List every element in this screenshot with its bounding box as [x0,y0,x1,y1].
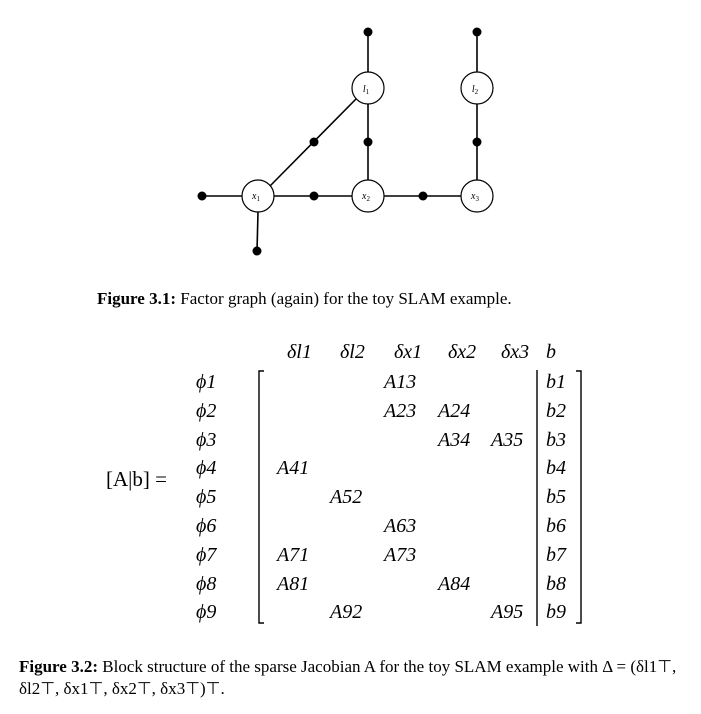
rhs-entry: b1 [546,371,566,393]
node-label-x3: x3 [470,191,479,203]
row-label: ϕ9 [196,601,217,624]
variable-node-x1 [241,179,275,213]
node-label-l2: l2 [472,84,479,96]
rhs-entry: b7 [546,543,566,566]
column-header: δx2 [448,341,477,363]
matrix-block: A81 [277,572,310,595]
matrix-block: A24 [438,399,471,422]
factor-dot [363,27,373,37]
factor-dot [418,191,428,201]
row-label: ϕ3 [196,428,217,451]
caption-label: Figure 3.2: [19,657,99,676]
row-label: ϕ5 [196,486,217,509]
matrix-block: A73 [384,543,417,566]
figure-3-2-caption: Figure 3.2: Block structure of the spars… [19,656,691,700]
figure-3-1-caption: Figure 3.1: Factor graph (again) for the… [97,288,512,310]
row-label: ϕ4 [196,457,217,480]
right-bracket [576,370,582,624]
matrix-block: A35 [491,428,524,451]
node-label-l1: l1 [363,84,370,96]
factor-dot [472,27,482,37]
rhs-entry: b5 [546,486,566,509]
matrix-block: A34 [438,428,471,451]
node-label-x2: x2 [361,191,370,203]
matrix-block: A71 [277,543,310,566]
factor-dot [472,137,482,147]
row-label: ϕ2 [196,399,217,422]
rhs-entry: b2 [546,399,566,422]
matrix-block: A92 [330,601,363,624]
variable-node-l2 [460,71,494,105]
caption-label: Figure 3.1: [97,289,177,308]
left-bracket [258,370,264,624]
caption-text: Block structure of the sparse Jacobian A… [19,657,677,698]
factor-dot [363,137,373,147]
matrix-block: A63 [384,515,417,537]
column-header: δx1 [394,341,423,363]
row-label: ϕ8 [196,572,217,595]
variable-node-l1 [351,71,385,105]
row-label: ϕ1 [196,371,217,393]
caption-text: Factor graph (again) for the toy SLAM ex… [176,289,512,308]
column-header: δl1 [287,341,312,363]
matrix-block: A52 [330,486,363,509]
rhs-entry: b6 [546,515,566,537]
edge [256,211,259,252]
factor-dot [309,191,319,201]
row-label: ϕ6 [196,515,217,537]
column-header: δl2 [340,341,365,363]
column-header: δx3 [501,341,530,363]
rhs-entry: b4 [546,457,566,480]
variable-node-x2 [351,179,385,213]
factor-dot [252,246,262,256]
rhs-entry: b9 [546,601,566,624]
matrix-block: A84 [438,572,471,595]
column-header: b [546,341,556,363]
matrix-lhs: [A|b] = [106,467,167,491]
factor-dot [309,137,319,147]
node-label-x1: x1 [251,191,260,203]
matrix-block: A13 [384,371,417,393]
matrix-block: A95 [491,601,524,624]
rhs-entry: b3 [546,428,566,451]
matrix-block: A41 [277,457,310,480]
variable-node-x3 [460,179,494,213]
matrix-block: A23 [384,399,417,422]
row-label: ϕ7 [196,543,217,566]
rhs-entry: b8 [546,572,566,595]
factor-dot [197,191,207,201]
